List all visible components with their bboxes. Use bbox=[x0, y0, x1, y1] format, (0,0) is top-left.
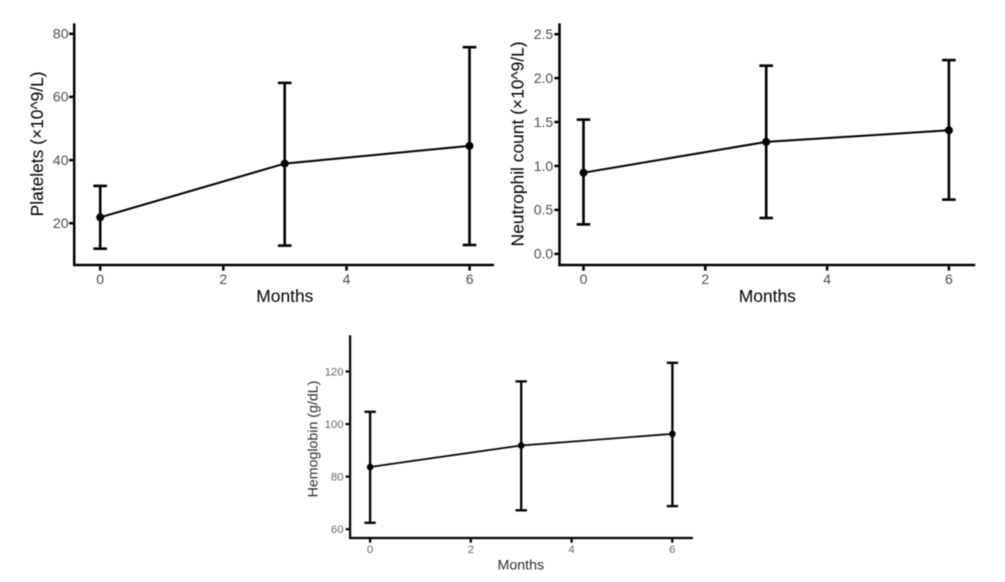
svg-text:60: 60 bbox=[331, 524, 344, 536]
svg-text:6: 6 bbox=[945, 271, 953, 287]
svg-text:20: 20 bbox=[53, 215, 69, 231]
svg-text:2: 2 bbox=[219, 271, 227, 287]
svg-text:Neutrophil count (×10^9/L): Neutrophil count (×10^9/L) bbox=[508, 41, 528, 246]
svg-text:1.5: 1.5 bbox=[534, 114, 554, 130]
svg-text:0.0: 0.0 bbox=[534, 246, 554, 262]
svg-text:Months: Months bbox=[739, 286, 796, 306]
svg-text:4: 4 bbox=[568, 544, 574, 556]
svg-text:120: 120 bbox=[325, 366, 344, 378]
svg-text:4: 4 bbox=[343, 271, 351, 287]
svg-text:0.5: 0.5 bbox=[534, 202, 554, 218]
svg-text:2.5: 2.5 bbox=[534, 26, 554, 42]
svg-text:6: 6 bbox=[466, 271, 474, 287]
svg-text:80: 80 bbox=[53, 26, 69, 42]
svg-text:2.0: 2.0 bbox=[534, 70, 554, 86]
svg-text:Months: Months bbox=[498, 558, 545, 574]
svg-text:0: 0 bbox=[580, 271, 588, 287]
svg-text:80: 80 bbox=[331, 472, 344, 484]
svg-text:4: 4 bbox=[823, 271, 831, 287]
svg-text:60: 60 bbox=[53, 89, 69, 105]
svg-text:Hemoglobin (g/dL): Hemoglobin (g/dL) bbox=[306, 381, 322, 498]
svg-text:Months: Months bbox=[256, 286, 313, 306]
svg-text:6: 6 bbox=[669, 544, 675, 556]
svg-text:Platelets (×10^9/L): Platelets (×10^9/L) bbox=[27, 71, 47, 216]
svg-text:0: 0 bbox=[96, 271, 104, 287]
svg-text:2: 2 bbox=[701, 271, 709, 287]
svg-text:1.0: 1.0 bbox=[534, 158, 554, 174]
svg-text:40: 40 bbox=[53, 152, 69, 168]
svg-text:0: 0 bbox=[367, 544, 373, 556]
svg-text:100: 100 bbox=[325, 419, 344, 431]
svg-text:2: 2 bbox=[468, 544, 474, 556]
